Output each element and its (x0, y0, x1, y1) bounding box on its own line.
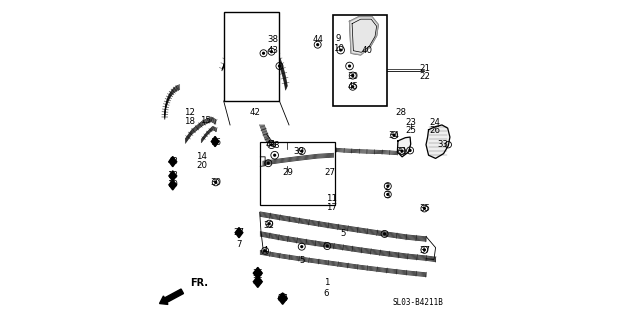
Text: 30: 30 (210, 178, 221, 187)
Circle shape (273, 154, 276, 157)
Bar (260, 142, 335, 204)
Text: 34: 34 (389, 131, 399, 140)
Text: 44: 44 (312, 35, 323, 44)
Circle shape (351, 85, 354, 88)
Text: 45: 45 (347, 82, 359, 91)
Circle shape (270, 143, 273, 146)
Polygon shape (278, 293, 287, 304)
Circle shape (392, 133, 396, 137)
Circle shape (278, 64, 281, 68)
Text: 28: 28 (395, 108, 406, 117)
Circle shape (270, 50, 273, 53)
Polygon shape (253, 268, 262, 279)
Circle shape (316, 43, 320, 46)
Text: 19: 19 (167, 180, 178, 189)
Circle shape (264, 249, 267, 252)
Text: 39: 39 (293, 147, 304, 156)
Text: 36: 36 (277, 294, 288, 303)
Text: 16: 16 (209, 138, 221, 147)
Text: 5: 5 (299, 256, 304, 265)
Circle shape (348, 64, 351, 68)
Text: 8: 8 (274, 141, 279, 150)
Bar (333, 15, 387, 106)
Circle shape (262, 52, 265, 55)
Circle shape (267, 162, 270, 165)
Text: 35: 35 (252, 277, 264, 286)
Text: 13: 13 (167, 172, 178, 180)
Text: 31: 31 (397, 147, 408, 156)
Text: 7: 7 (237, 240, 242, 249)
Text: 27: 27 (233, 228, 245, 237)
Text: 20: 20 (196, 161, 207, 170)
FancyArrow shape (160, 289, 184, 304)
Text: 17: 17 (326, 203, 337, 212)
Circle shape (423, 248, 426, 252)
Circle shape (408, 149, 411, 152)
Text: 32: 32 (264, 221, 275, 230)
Text: 43: 43 (267, 45, 279, 55)
Text: 24: 24 (430, 118, 440, 127)
Circle shape (423, 207, 426, 210)
Text: 11: 11 (326, 194, 337, 203)
Text: 33: 33 (438, 140, 448, 149)
Circle shape (386, 185, 389, 188)
Polygon shape (253, 276, 262, 287)
Circle shape (386, 193, 389, 196)
Circle shape (351, 74, 354, 77)
Circle shape (326, 244, 329, 248)
Circle shape (383, 232, 386, 236)
Text: 41: 41 (266, 140, 277, 149)
Text: 3: 3 (384, 190, 390, 200)
Polygon shape (426, 125, 450, 158)
Circle shape (214, 181, 218, 184)
Circle shape (401, 149, 404, 153)
Text: FR.: FR. (190, 278, 208, 288)
Text: 29: 29 (282, 168, 293, 177)
Text: 6: 6 (323, 289, 329, 298)
Text: 22: 22 (419, 72, 430, 81)
Text: 2: 2 (384, 183, 390, 192)
Polygon shape (398, 137, 411, 157)
Text: SL03-B4211B: SL03-B4211B (392, 298, 443, 307)
Polygon shape (235, 228, 243, 238)
Polygon shape (350, 17, 378, 55)
Text: 42: 42 (250, 108, 261, 117)
Text: 26: 26 (430, 126, 440, 135)
Circle shape (300, 149, 303, 153)
Polygon shape (169, 156, 177, 167)
Circle shape (300, 245, 303, 248)
Text: 18: 18 (184, 116, 195, 126)
Text: 27: 27 (325, 168, 335, 177)
Circle shape (339, 49, 342, 52)
Text: 38: 38 (267, 35, 279, 44)
Text: 5: 5 (340, 229, 346, 238)
Text: 30: 30 (347, 72, 359, 81)
Text: 43: 43 (167, 157, 178, 166)
Text: 23: 23 (406, 118, 417, 127)
Text: 9: 9 (336, 35, 341, 44)
Text: 40: 40 (362, 45, 372, 55)
Circle shape (268, 222, 271, 225)
Text: 35: 35 (419, 204, 430, 213)
Text: 15: 15 (200, 116, 211, 125)
Text: 12: 12 (184, 108, 195, 117)
Text: 25: 25 (406, 126, 417, 135)
Bar (224, 12, 279, 101)
Text: 10: 10 (333, 44, 344, 53)
Text: 1: 1 (323, 278, 329, 287)
Text: 21: 21 (419, 64, 430, 73)
Text: 14: 14 (196, 152, 207, 161)
Text: 37: 37 (419, 246, 430, 255)
Polygon shape (211, 136, 219, 147)
Text: 35: 35 (252, 268, 264, 278)
Polygon shape (169, 180, 177, 190)
Polygon shape (169, 171, 177, 181)
Text: 4: 4 (262, 246, 268, 255)
